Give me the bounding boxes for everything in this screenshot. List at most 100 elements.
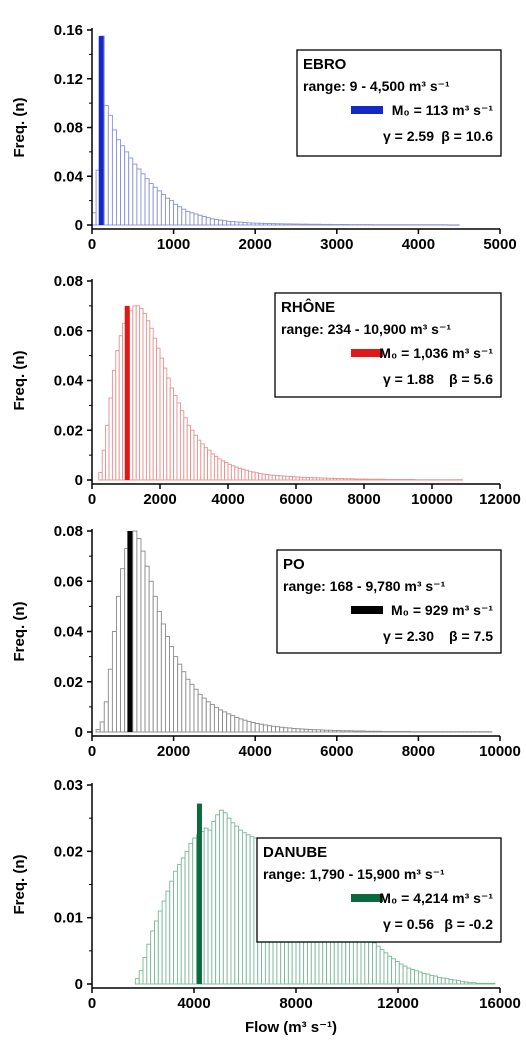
histogram-bar [207, 829, 213, 985]
x-tick-label: 8000 [402, 743, 435, 760]
histogram-bar [448, 978, 454, 985]
histogram-bar [383, 952, 389, 985]
histogram-bar [397, 479, 402, 481]
y-tick-label: 0 [75, 217, 83, 234]
histogram-bar [196, 439, 202, 481]
histogram-bar [400, 479, 406, 481]
histogram-bar [264, 474, 270, 481]
histogram-bar [183, 417, 188, 481]
histogram-bar [242, 222, 248, 226]
histogram-bar [227, 463, 232, 481]
histogram-bar [162, 367, 168, 481]
histogram-bar [140, 173, 146, 226]
histogram-bar [200, 443, 205, 481]
histogram-bar [380, 478, 385, 481]
histogram-bar [144, 565, 150, 733]
histogram-bar [344, 730, 350, 733]
y-tick-label: 0.08 [54, 273, 83, 290]
histogram-bar [124, 151, 130, 226]
legend-swatch [351, 349, 383, 357]
x-axis-label: Flow (m³ s⁻¹) [245, 1019, 337, 1036]
legend-river-name: DANUBE [263, 844, 327, 861]
y-tick-label: 0 [75, 976, 83, 993]
histogram-bar [332, 478, 338, 481]
histogram-bar [107, 114, 113, 226]
histogram-bar [417, 971, 423, 985]
histogram-bar [177, 206, 183, 226]
histogram-bar [391, 958, 396, 985]
histogram-bar [226, 713, 232, 733]
histogram-bar [190, 429, 195, 481]
histogram-bar [244, 469, 249, 481]
legend-river-name: RHÔNE [281, 298, 335, 316]
histogram-bar [247, 470, 253, 481]
legend-mode: M₀ = 929 m³ s⁻¹ [391, 602, 493, 618]
histogram-bar [395, 961, 400, 985]
histogram-bar [364, 730, 370, 733]
histogram-bar [406, 967, 412, 985]
histogram-bar [184, 850, 190, 985]
legend-gamma: γ = 2.30 [383, 628, 434, 644]
histogram-bar [315, 223, 321, 226]
histogram-bar [128, 157, 134, 226]
y-tick-label: 0.04 [54, 373, 84, 390]
histogram-bar [266, 223, 272, 226]
histogram-bar [116, 595, 122, 733]
histogram-bar [222, 812, 228, 985]
histogram-bar [373, 730, 379, 733]
histogram-bar [249, 836, 255, 985]
y-axis-label: Freq. (n) [11, 602, 28, 662]
histogram-bar [312, 477, 317, 481]
histogram-bar [429, 974, 435, 985]
x-tick-label: 2000 [239, 236, 272, 253]
histogram-bar [169, 200, 175, 226]
histogram-bar [128, 310, 134, 481]
histogram-bar [401, 731, 407, 733]
histogram-bar [237, 467, 243, 481]
histogram-bar [193, 213, 199, 226]
histogram-bar [387, 955, 393, 985]
histogram-bar [176, 402, 181, 481]
histogram-bar [352, 730, 358, 733]
histogram-bar [220, 460, 226, 481]
histogram-bar [205, 701, 211, 733]
histogram-bar [207, 449, 212, 481]
histogram-bar [238, 221, 244, 226]
histogram-bar [218, 709, 224, 733]
histogram-bar [209, 218, 215, 226]
histogram-bar [332, 730, 338, 733]
histogram-bar [148, 183, 154, 226]
histogram-bar [385, 731, 391, 733]
histogram-bar [271, 223, 277, 226]
histogram-bar [156, 347, 161, 481]
histogram-bar [490, 982, 496, 985]
histogram-bar [368, 938, 373, 985]
panel-ebro: 0 0.04 0.08 0.12 0.16 0 1000 2000 3000 4000 5000 Fr… [11, 22, 517, 253]
histogram-bar [283, 223, 289, 226]
x-tick-label: 10000 [479, 743, 521, 760]
histogram-bar [251, 471, 256, 481]
histogram-bar [258, 473, 263, 481]
histogram-bar [164, 197, 170, 226]
histogram-bar [262, 222, 268, 226]
histogram-bar [381, 731, 387, 733]
legend-range: range: 234 - 10,900 m³ s⁻¹ [281, 321, 451, 337]
histogram-bar [159, 357, 164, 481]
histogram-bar [246, 721, 252, 733]
histogram-bar [421, 972, 427, 985]
y-tick-label: 0 [75, 724, 83, 741]
x-tick-label: 2000 [143, 491, 176, 508]
histogram-bar [234, 825, 240, 985]
histogram-bar [360, 478, 365, 481]
histogram-bar [101, 449, 107, 481]
histogram-bar [132, 305, 137, 481]
histogram-bar [105, 424, 110, 481]
histogram-bar [402, 965, 408, 985]
histogram-bar [181, 208, 187, 226]
x-tick-label: 12000 [479, 491, 521, 508]
legend-swatch [351, 894, 383, 902]
histogram-bar [226, 817, 232, 985]
histogram-bar [383, 479, 389, 481]
histogram-bar [116, 139, 122, 226]
histogram-bar [275, 726, 281, 733]
